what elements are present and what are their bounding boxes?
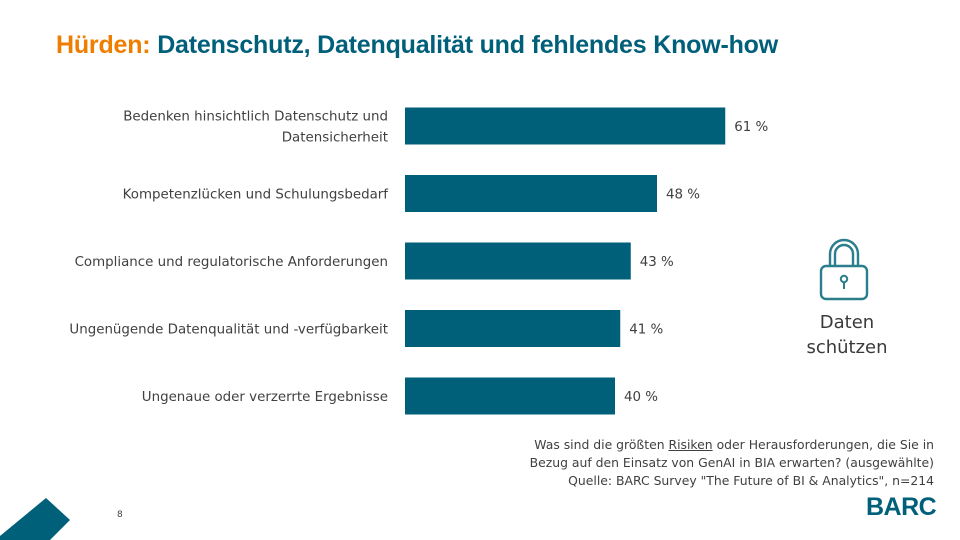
category-label-1: Bedenken hinsichtlich Datenschutz und Dat… [123, 110, 388, 146]
category-label-2: Kompetenzlücken und Schulungsbedarf [123, 188, 389, 203]
question-risk-word: Risiken [668, 437, 713, 452]
bar-4 [405, 310, 621, 347]
page-number: 8 [117, 510, 123, 520]
question-source: Quelle: BARC Survey "The Future of BI & … [568, 473, 934, 488]
survey-question: Was sind die größten Risiken oder Heraus… [494, 436, 934, 490]
bar-5 [405, 377, 615, 415]
corner-decoration [0, 498, 70, 540]
bar-3 [405, 242, 631, 280]
category-label-3: Compliance und regulatorische Anforderun… [75, 255, 388, 270]
page-title: Hürden: Datenschutz, Datenqualität und f… [56, 31, 778, 60]
bar-1 [405, 107, 726, 145]
value-label-1: 61 % [734, 120, 768, 135]
value-label-2: 48 % [666, 188, 700, 203]
category-label-5: Ungenaue oder verzerrte Ergebnisse [142, 390, 388, 405]
badge-text: Daten schützen [780, 310, 914, 360]
badge-line-1: Daten [819, 312, 875, 333]
value-label-3: 43 % [640, 255, 674, 270]
title-main: Datenschutz, Datenqualität und fehlendes… [157, 31, 778, 59]
category-label-4: Ungenügende Datenqualität und -verfügbar… [69, 323, 388, 338]
bar-2 [405, 175, 657, 212]
badge-line-2: schützen [806, 337, 888, 358]
barc-logo: BARC [866, 493, 937, 521]
question-part-1: Was sind die größten [534, 437, 669, 452]
question-line-2: Bezug auf den Einsatz von GenAI in BIA e… [529, 455, 934, 470]
title-accent: Hürden: [56, 31, 151, 59]
lock-icon [818, 236, 870, 302]
question-part-2: oder Herausforderungen, die Sie in [712, 437, 934, 452]
value-label-5: 40 % [624, 390, 658, 405]
question-line-1: Was sind die größten Risiken oder Heraus… [494, 436, 934, 454]
value-label-4: 41 % [629, 323, 663, 338]
